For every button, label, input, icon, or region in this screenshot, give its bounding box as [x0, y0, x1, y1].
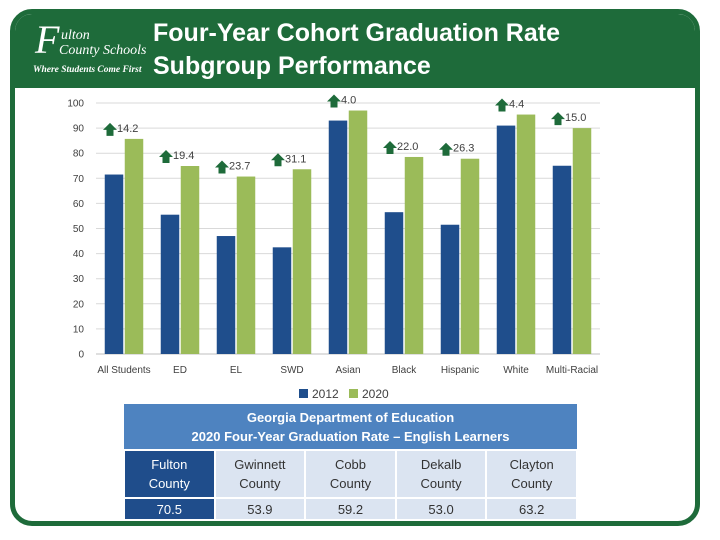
x-tick-label: Asian: [335, 365, 360, 376]
county-name-suffix: County: [329, 476, 372, 491]
bar-2012: [328, 120, 348, 354]
county-value: 59.2: [304, 497, 397, 521]
county-name-cell: Fulton County: [123, 449, 216, 499]
x-tick-label: EL: [230, 365, 243, 376]
county-name: Cobb: [334, 457, 367, 472]
logo-line1: ulton: [61, 28, 90, 43]
fulton-county-schools-logo: F ulton County Schools Where Students Co…: [33, 17, 153, 82]
y-tick-label: 10: [73, 324, 85, 335]
bar-2012: [384, 212, 404, 354]
county-value: 63.2: [485, 497, 578, 521]
bar-2012: [104, 174, 124, 354]
county-value: 53.9: [213, 497, 307, 521]
change-label: 22.0: [397, 141, 418, 153]
bar-2020: [124, 138, 144, 354]
table-title-line1: Georgia Department of Education: [246, 409, 455, 425]
county-name: Dekalb: [420, 457, 462, 472]
change-label: 4.4: [509, 99, 524, 111]
county-values-row: 70.5 53.9 59.2 53.0 63.2: [123, 497, 578, 521]
logo-tagline: Where Students Come First: [33, 65, 142, 75]
up-arrow-icon: [215, 160, 229, 174]
slide-title: Four-Year Cohort Graduation Rate Subgrou…: [153, 17, 560, 83]
bar-2020: [572, 128, 592, 354]
y-tick-label: 60: [73, 199, 85, 210]
y-tick-label: 100: [67, 99, 84, 110]
county-name: Fulton: [151, 457, 188, 472]
up-arrow-icon: [103, 122, 117, 136]
title-line1: Four-Year Cohort Graduation Rate: [153, 19, 560, 47]
legend-swatch: [349, 389, 358, 398]
title-line2: Subgroup Performance: [153, 52, 431, 80]
change-label: 26.3: [453, 143, 474, 155]
legend-label: 2020: [362, 387, 389, 401]
up-arrow-icon: [495, 98, 509, 112]
x-tick-label: ED: [173, 365, 187, 376]
bar-2020: [292, 169, 312, 354]
county-name-suffix: County: [420, 476, 462, 491]
change-label: 14.2: [117, 123, 138, 135]
header-banner: F ulton County Schools Where Students Co…: [15, 14, 695, 88]
bar-2020: [460, 158, 480, 354]
up-arrow-icon: [551, 112, 565, 126]
bar-2012: [272, 247, 292, 354]
bar-2020: [348, 110, 368, 354]
table-title: Georgia Department of Education 2020 Fou…: [124, 404, 577, 450]
change-label: 31.1: [285, 153, 306, 165]
logo-line2: County Schools: [59, 43, 147, 58]
x-tick-label: Black: [392, 365, 417, 376]
table-header-row: Georgia Department of Education 2020 Fou…: [124, 404, 577, 450]
change-label: 23.7: [229, 161, 250, 173]
bar-2012: [160, 214, 180, 354]
county-value: 70.5: [123, 497, 216, 521]
bar-2020: [180, 166, 200, 354]
county-name: Gwinnett: [234, 457, 286, 472]
county-name-suffix: County: [239, 476, 281, 491]
x-tick-label: White: [503, 365, 529, 376]
x-tick-label: Hispanic: [441, 365, 479, 376]
bar-2012: [216, 236, 236, 354]
bar-2020: [516, 114, 536, 355]
y-tick-label: 80: [73, 149, 85, 160]
change-label: 15.0: [565, 112, 586, 124]
up-arrow-icon: [383, 140, 397, 154]
up-arrow-icon: [327, 94, 341, 108]
y-tick-label: 0: [78, 350, 84, 361]
x-tick-label: All Students: [97, 365, 150, 376]
table-title-line2: 2020 Four-Year Graduation Rate – English…: [191, 428, 510, 444]
y-tick-label: 20: [73, 299, 85, 310]
english-learners-table: Georgia Department of Education 2020 Fou…: [123, 404, 578, 521]
bar-2020: [236, 176, 256, 354]
bar-2012: [496, 125, 516, 354]
x-tick-label: SWD: [280, 365, 303, 376]
county-name-cell: Clayton County: [485, 449, 578, 499]
y-tick-label: 30: [73, 274, 85, 285]
y-tick-label: 90: [73, 124, 85, 135]
county-names-row: Fulton County Gwinnett County Cobb County D…: [123, 449, 578, 499]
logo-letter: F: [35, 17, 60, 62]
county-name-cell: Dekalb County: [394, 449, 488, 499]
county-name-cell: Cobb County: [304, 449, 397, 499]
legend-label: 2012: [312, 387, 339, 401]
county-name-suffix: County: [511, 476, 553, 491]
x-tick-label: Multi-Racial: [546, 365, 598, 376]
y-tick-label: 70: [73, 174, 85, 185]
up-arrow-icon: [439, 142, 453, 156]
change-label: 4.0: [341, 95, 356, 107]
county-name: Clayton: [509, 457, 554, 472]
legend-swatch: [299, 389, 308, 398]
bar-2012: [552, 165, 572, 354]
y-tick-label: 40: [73, 249, 85, 260]
change-label: 19.4: [173, 150, 194, 162]
county-value: 53.0: [394, 497, 488, 521]
county-name-cell: Gwinnett County: [213, 449, 307, 499]
y-tick-label: 50: [73, 224, 85, 235]
county-name-suffix: County: [148, 476, 190, 491]
bar-2012: [440, 224, 460, 354]
bar-2020: [404, 156, 424, 354]
up-arrow-icon: [271, 153, 285, 167]
up-arrow-icon: [159, 150, 173, 164]
